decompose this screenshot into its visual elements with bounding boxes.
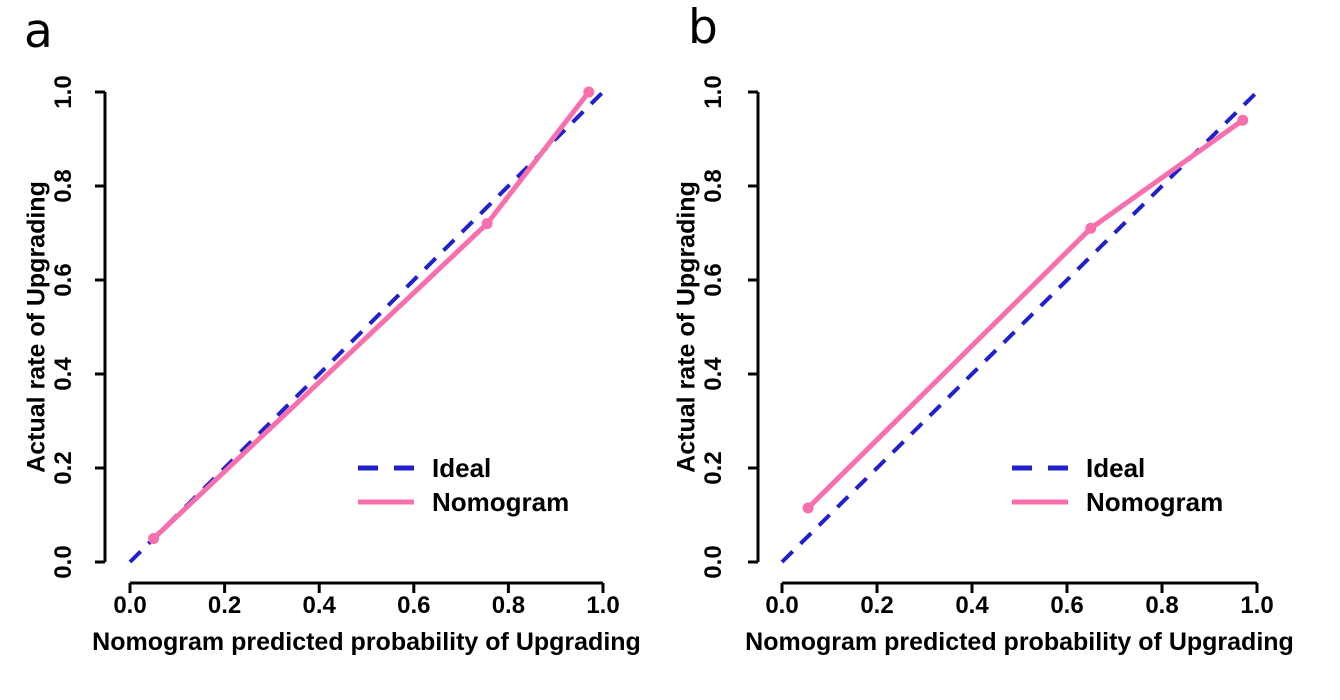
legend-item-ideal: Ideal [358,453,569,483]
legend: Ideal Nomogram [358,453,569,517]
y-tick-label: 0.8 [50,169,77,203]
legend-label-ideal: Ideal [1086,453,1146,483]
y-tick-label: 0.4 [700,357,727,391]
legend-label-nomogram: Nomogram [1086,487,1224,517]
x-axis-title: Nomogram predicted probability of Upgrad… [745,628,1294,656]
x-tick-label: 0.4 [302,592,336,619]
calibration-panel-b: b Actual rate of Upgrading Nomogram pred… [670,0,1340,700]
legend-label-ideal: Ideal [432,453,492,483]
nomogram-line [806,118,1245,510]
x-axis-title: Nomogram predicted probability of Upgrad… [92,628,641,656]
nomogram-solid-line-swatch [1012,499,1068,505]
ideal-dashed-line-swatch [1012,465,1068,471]
plot-area [95,86,605,593]
legend-item-nomogram: Nomogram [1012,487,1223,517]
x-tick-label: 0.0 [765,592,799,619]
x-tick-label: 0.2 [207,592,242,619]
panel-label: b [688,0,718,55]
nomogram-data-point [802,502,814,514]
legend: Ideal Nomogram [1012,453,1223,517]
x-tick-label: 0.4 [955,592,989,619]
x-tick-label: 0.8 [491,592,526,619]
nomogram-solid-line-swatch [358,499,414,505]
calibration-panel-a: a Actual rate of Upgrading Nomogram pred… [23,4,641,656]
nomogram-data-point [148,533,160,544]
y-tick-label: 0.0 [700,545,727,579]
y-tick-label: 0.4 [50,357,77,391]
nomogram-data-point [481,218,493,230]
y-tick-label: 0.2 [50,451,77,485]
y-tick-label: 0.2 [700,451,727,485]
y-tick-label: 0.8 [700,169,727,203]
nomogram-data-point [1085,222,1097,234]
legend-label-nomogram: Nomogram [432,487,570,517]
x-tick-label: 1.0 [586,592,620,619]
ideal-line [780,90,1259,564]
x-tick-label: 1.0 [1240,592,1274,619]
x-tick-label: 0.2 [860,592,894,619]
y-tick-label: 0.0 [50,545,77,579]
x-tick-label: 0.8 [1145,592,1179,619]
plot-area [748,90,1259,593]
legend-item-nomogram: Nomogram [358,487,569,517]
y-tick-label: 0.6 [50,263,77,297]
x-tick-label: 0.0 [113,592,147,619]
y-tick-label: 1.0 [50,75,77,109]
nomogram-data-point [1237,114,1249,126]
panel-label: a [24,4,53,59]
legend-item-ideal: Ideal [1012,453,1223,483]
x-tick-label: 0.6 [1050,592,1084,619]
y-tick-label: 0.6 [700,263,727,297]
x-tick-label: 0.6 [397,592,431,619]
y-tick-label: 1.0 [700,75,727,109]
ideal-dashed-line-swatch [358,465,414,471]
nomogram-data-point [583,86,595,98]
